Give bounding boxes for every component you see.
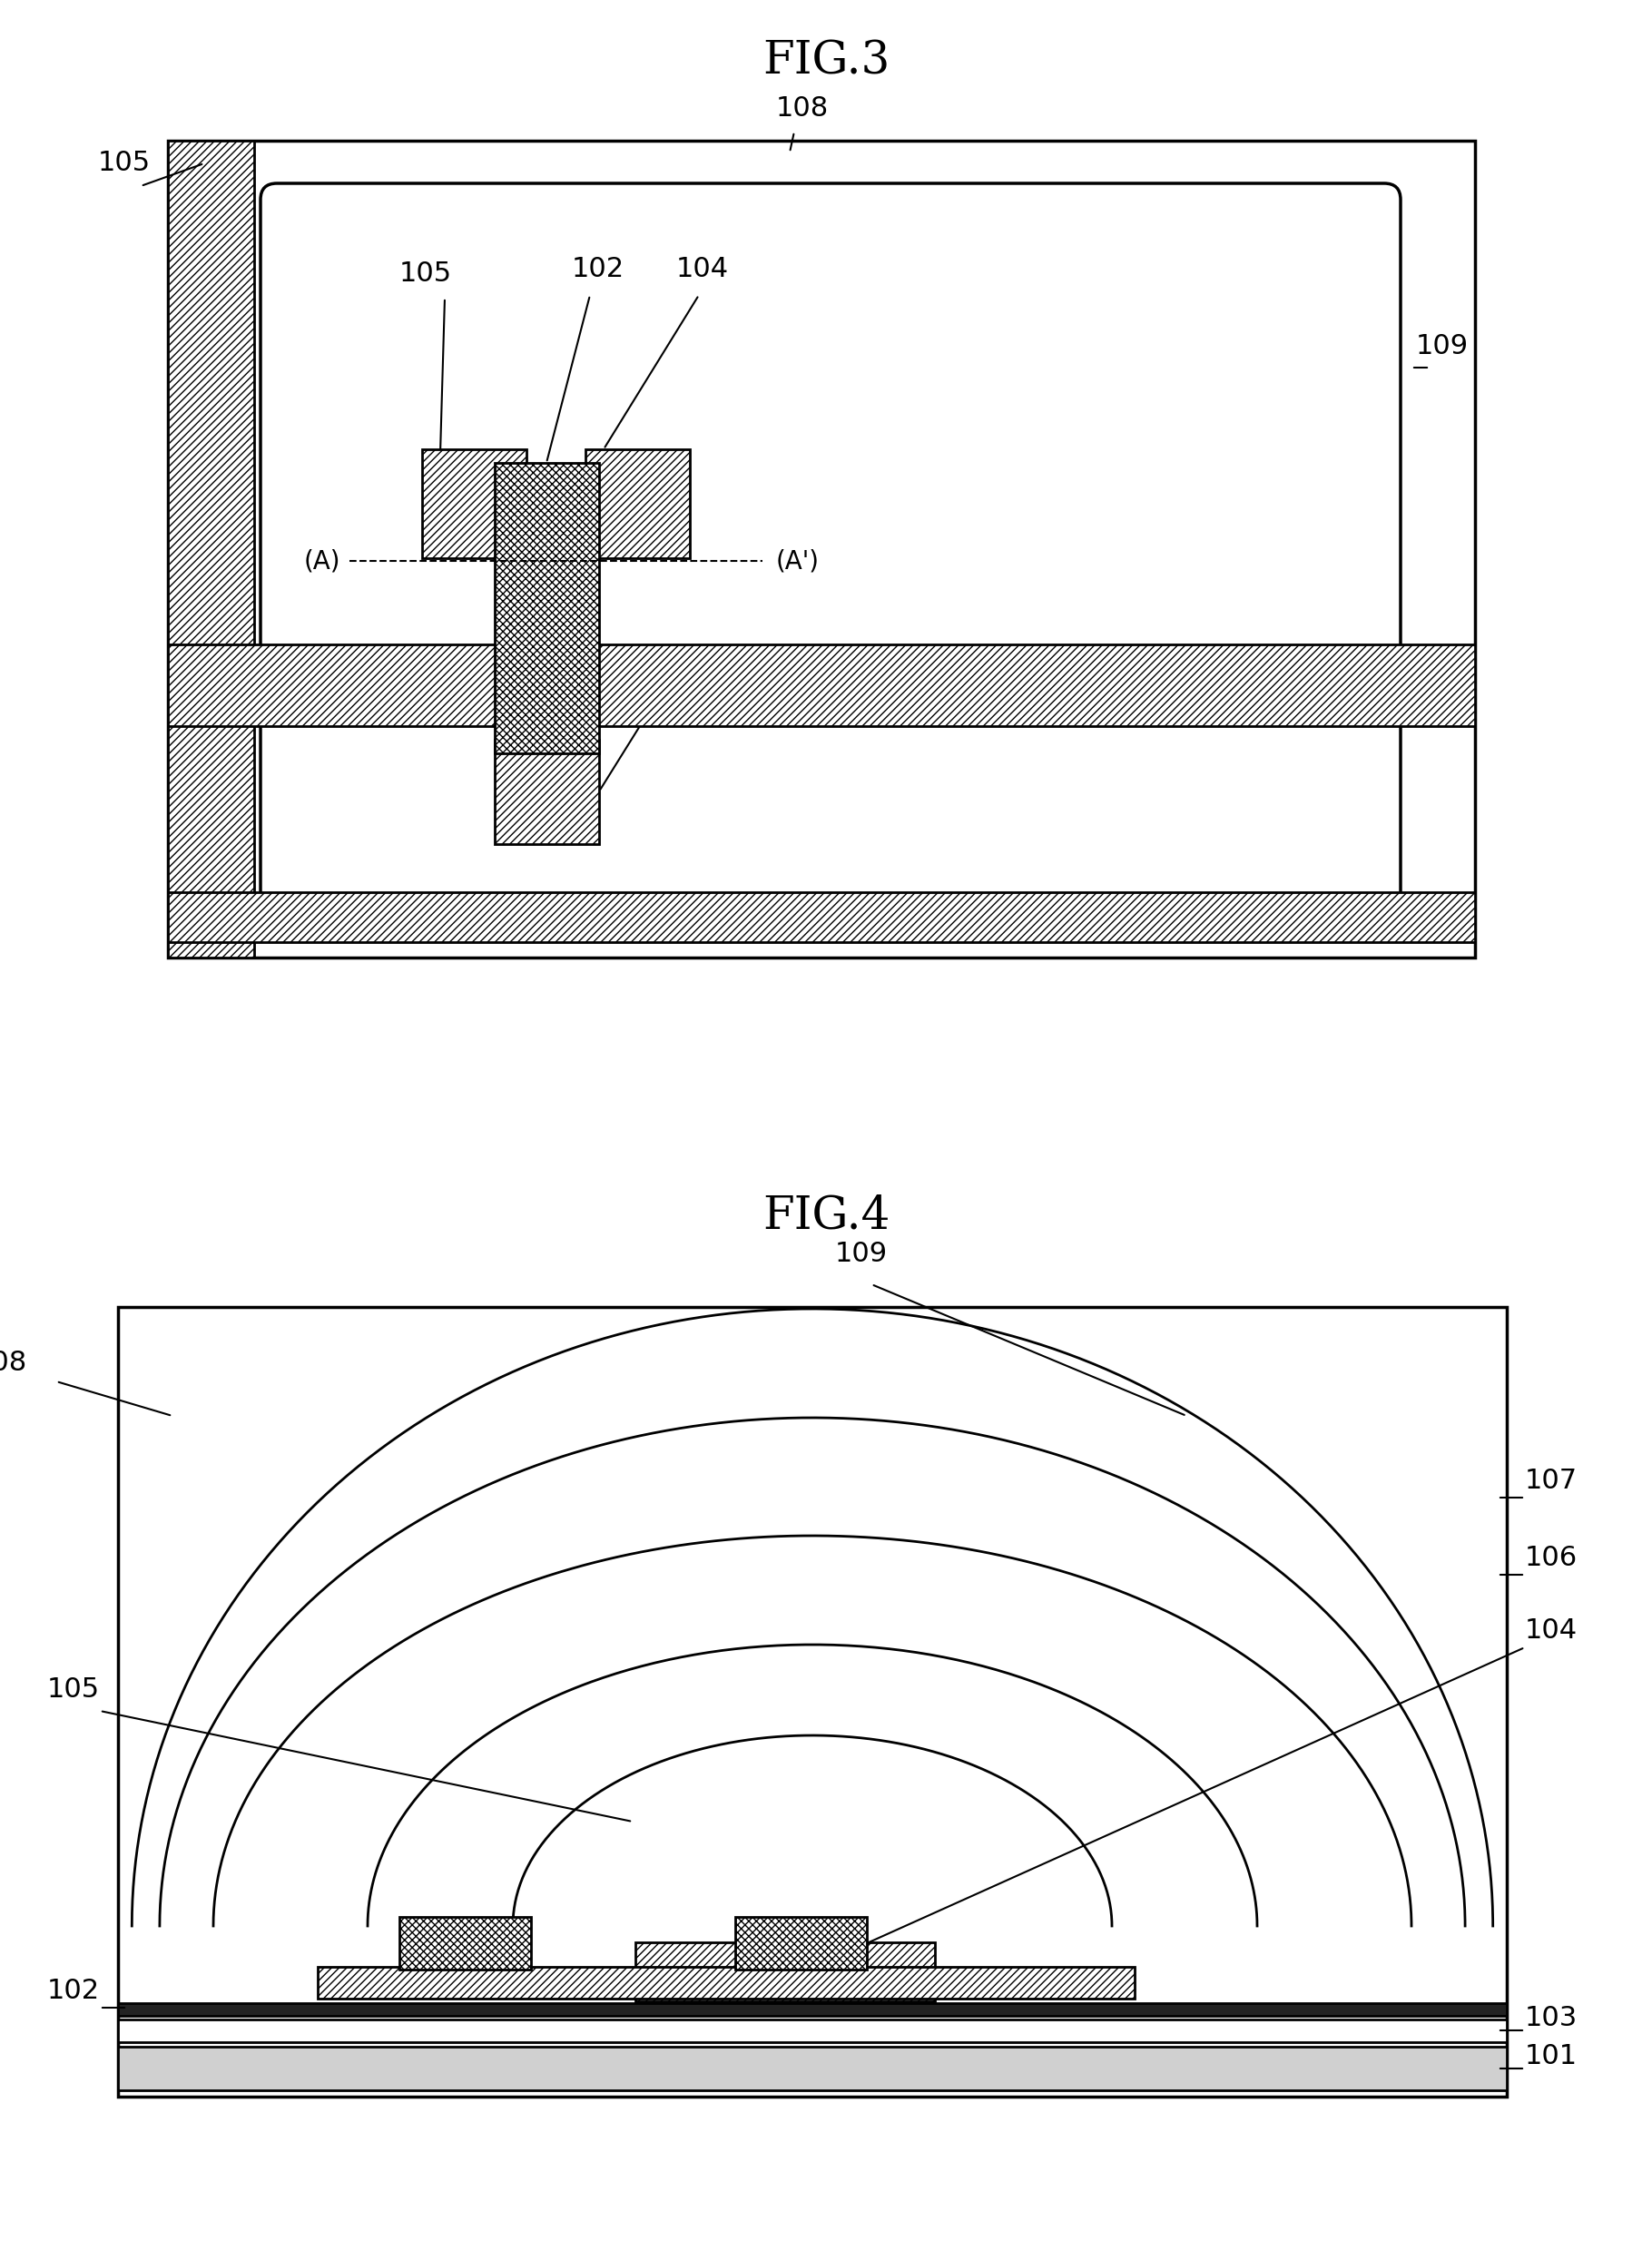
Bar <box>421 450 527 558</box>
Bar <box>117 2020 1507 2043</box>
Text: 109: 109 <box>1416 332 1469 359</box>
Bar <box>400 1916 530 1968</box>
Text: 106: 106 <box>1525 1546 1578 1571</box>
Text: 108: 108 <box>0 1349 26 1376</box>
Bar <box>585 450 691 558</box>
Text: (A): (A) <box>304 549 340 574</box>
Text: 105: 105 <box>48 1677 99 1702</box>
Text: 105: 105 <box>97 149 150 176</box>
Bar <box>735 1916 867 1968</box>
Bar <box>317 1966 1135 1998</box>
Text: 109: 109 <box>834 1241 887 1268</box>
Bar <box>636 1941 935 2002</box>
Text: 107: 107 <box>1525 1467 1578 1494</box>
Bar <box>117 1306 1507 2097</box>
Text: (A'): (A') <box>776 549 819 574</box>
Bar <box>494 739 600 843</box>
Text: FIG.3: FIG.3 <box>762 38 890 84</box>
Text: 103: 103 <box>1525 2005 1578 2032</box>
Text: 105: 105 <box>400 260 453 287</box>
FancyBboxPatch shape <box>261 183 1401 915</box>
Bar <box>494 463 600 753</box>
Text: 101: 101 <box>1525 2043 1578 2070</box>
Bar <box>169 644 1475 725</box>
Text: 102': 102' <box>1411 890 1472 918</box>
Text: 102: 102 <box>572 255 624 282</box>
Text: FIG.4: FIG.4 <box>762 1193 890 1238</box>
Text: 108: 108 <box>776 95 829 122</box>
Bar <box>169 893 1475 942</box>
Bar <box>169 140 1475 958</box>
Text: 104: 104 <box>676 255 729 282</box>
Text: 107: 107 <box>644 694 697 721</box>
Text: 102: 102 <box>48 1978 99 2005</box>
Text: 104: 104 <box>1525 1618 1578 1643</box>
Bar <box>117 2048 1507 2090</box>
Bar <box>169 140 254 958</box>
Bar <box>117 2002 1507 2016</box>
